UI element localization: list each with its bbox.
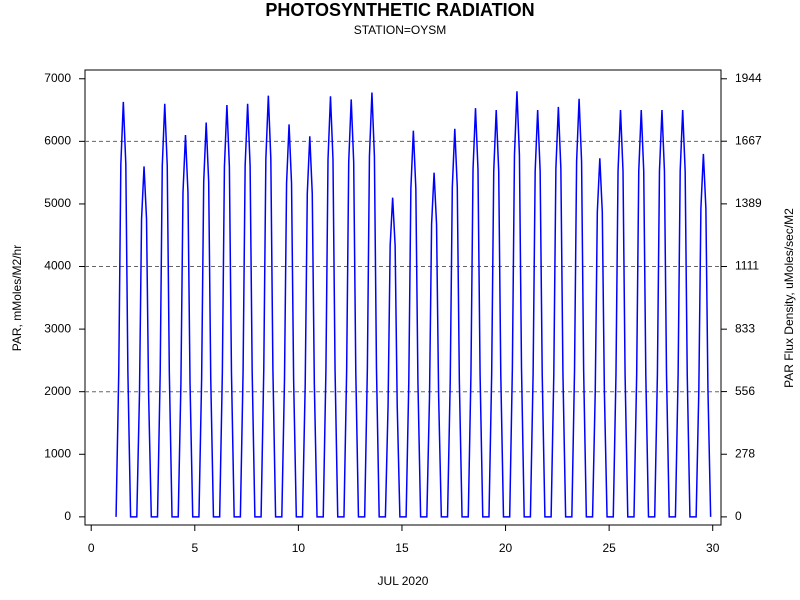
y2-tick-label: 278 [735,446,755,460]
x-tick-label: 0 [88,541,95,555]
chart-subtitle: STATION=OYSM [354,23,447,37]
y2-axis-label: PAR Flux Density, uMoles/sec/M2 [782,208,796,388]
y-tick-label: 7000 [44,71,71,85]
x-tick-label: 15 [395,541,409,555]
y2-tick-label: 556 [735,384,755,398]
y-tick-label: 5000 [44,196,71,210]
y-tick-label: 6000 [44,134,71,148]
y-tick-label: 1000 [44,446,71,460]
data-line [115,91,712,518]
x-tick-label: 10 [292,541,306,555]
plot-frame [84,69,722,526]
y2-tick-label: 1667 [735,133,762,147]
y-tick-label: 0 [64,509,71,523]
y2-tick-label: 1111 [735,259,759,273]
y-axis-label: PAR, mMoles/M2/hr [10,245,24,351]
y-tick-label: 4000 [44,259,71,273]
x-tick-label: 20 [499,541,513,555]
y2-tick-label: 1389 [735,196,762,210]
chart-title: PHOTOSYNTHETIC RADIATION [265,0,534,20]
x-tick-label: 25 [602,541,616,555]
y2-tick-label: 833 [735,321,755,335]
x-tick-label: 30 [706,541,720,555]
y2-tick-label: 0 [735,509,742,523]
x-tick-label: 5 [191,541,198,555]
y-tick-label: 2000 [44,384,71,398]
y-tick-label: 3000 [44,321,71,335]
y2-tick-label: 1944 [735,71,762,85]
x-axis-label: JUL 2020 [378,574,429,588]
